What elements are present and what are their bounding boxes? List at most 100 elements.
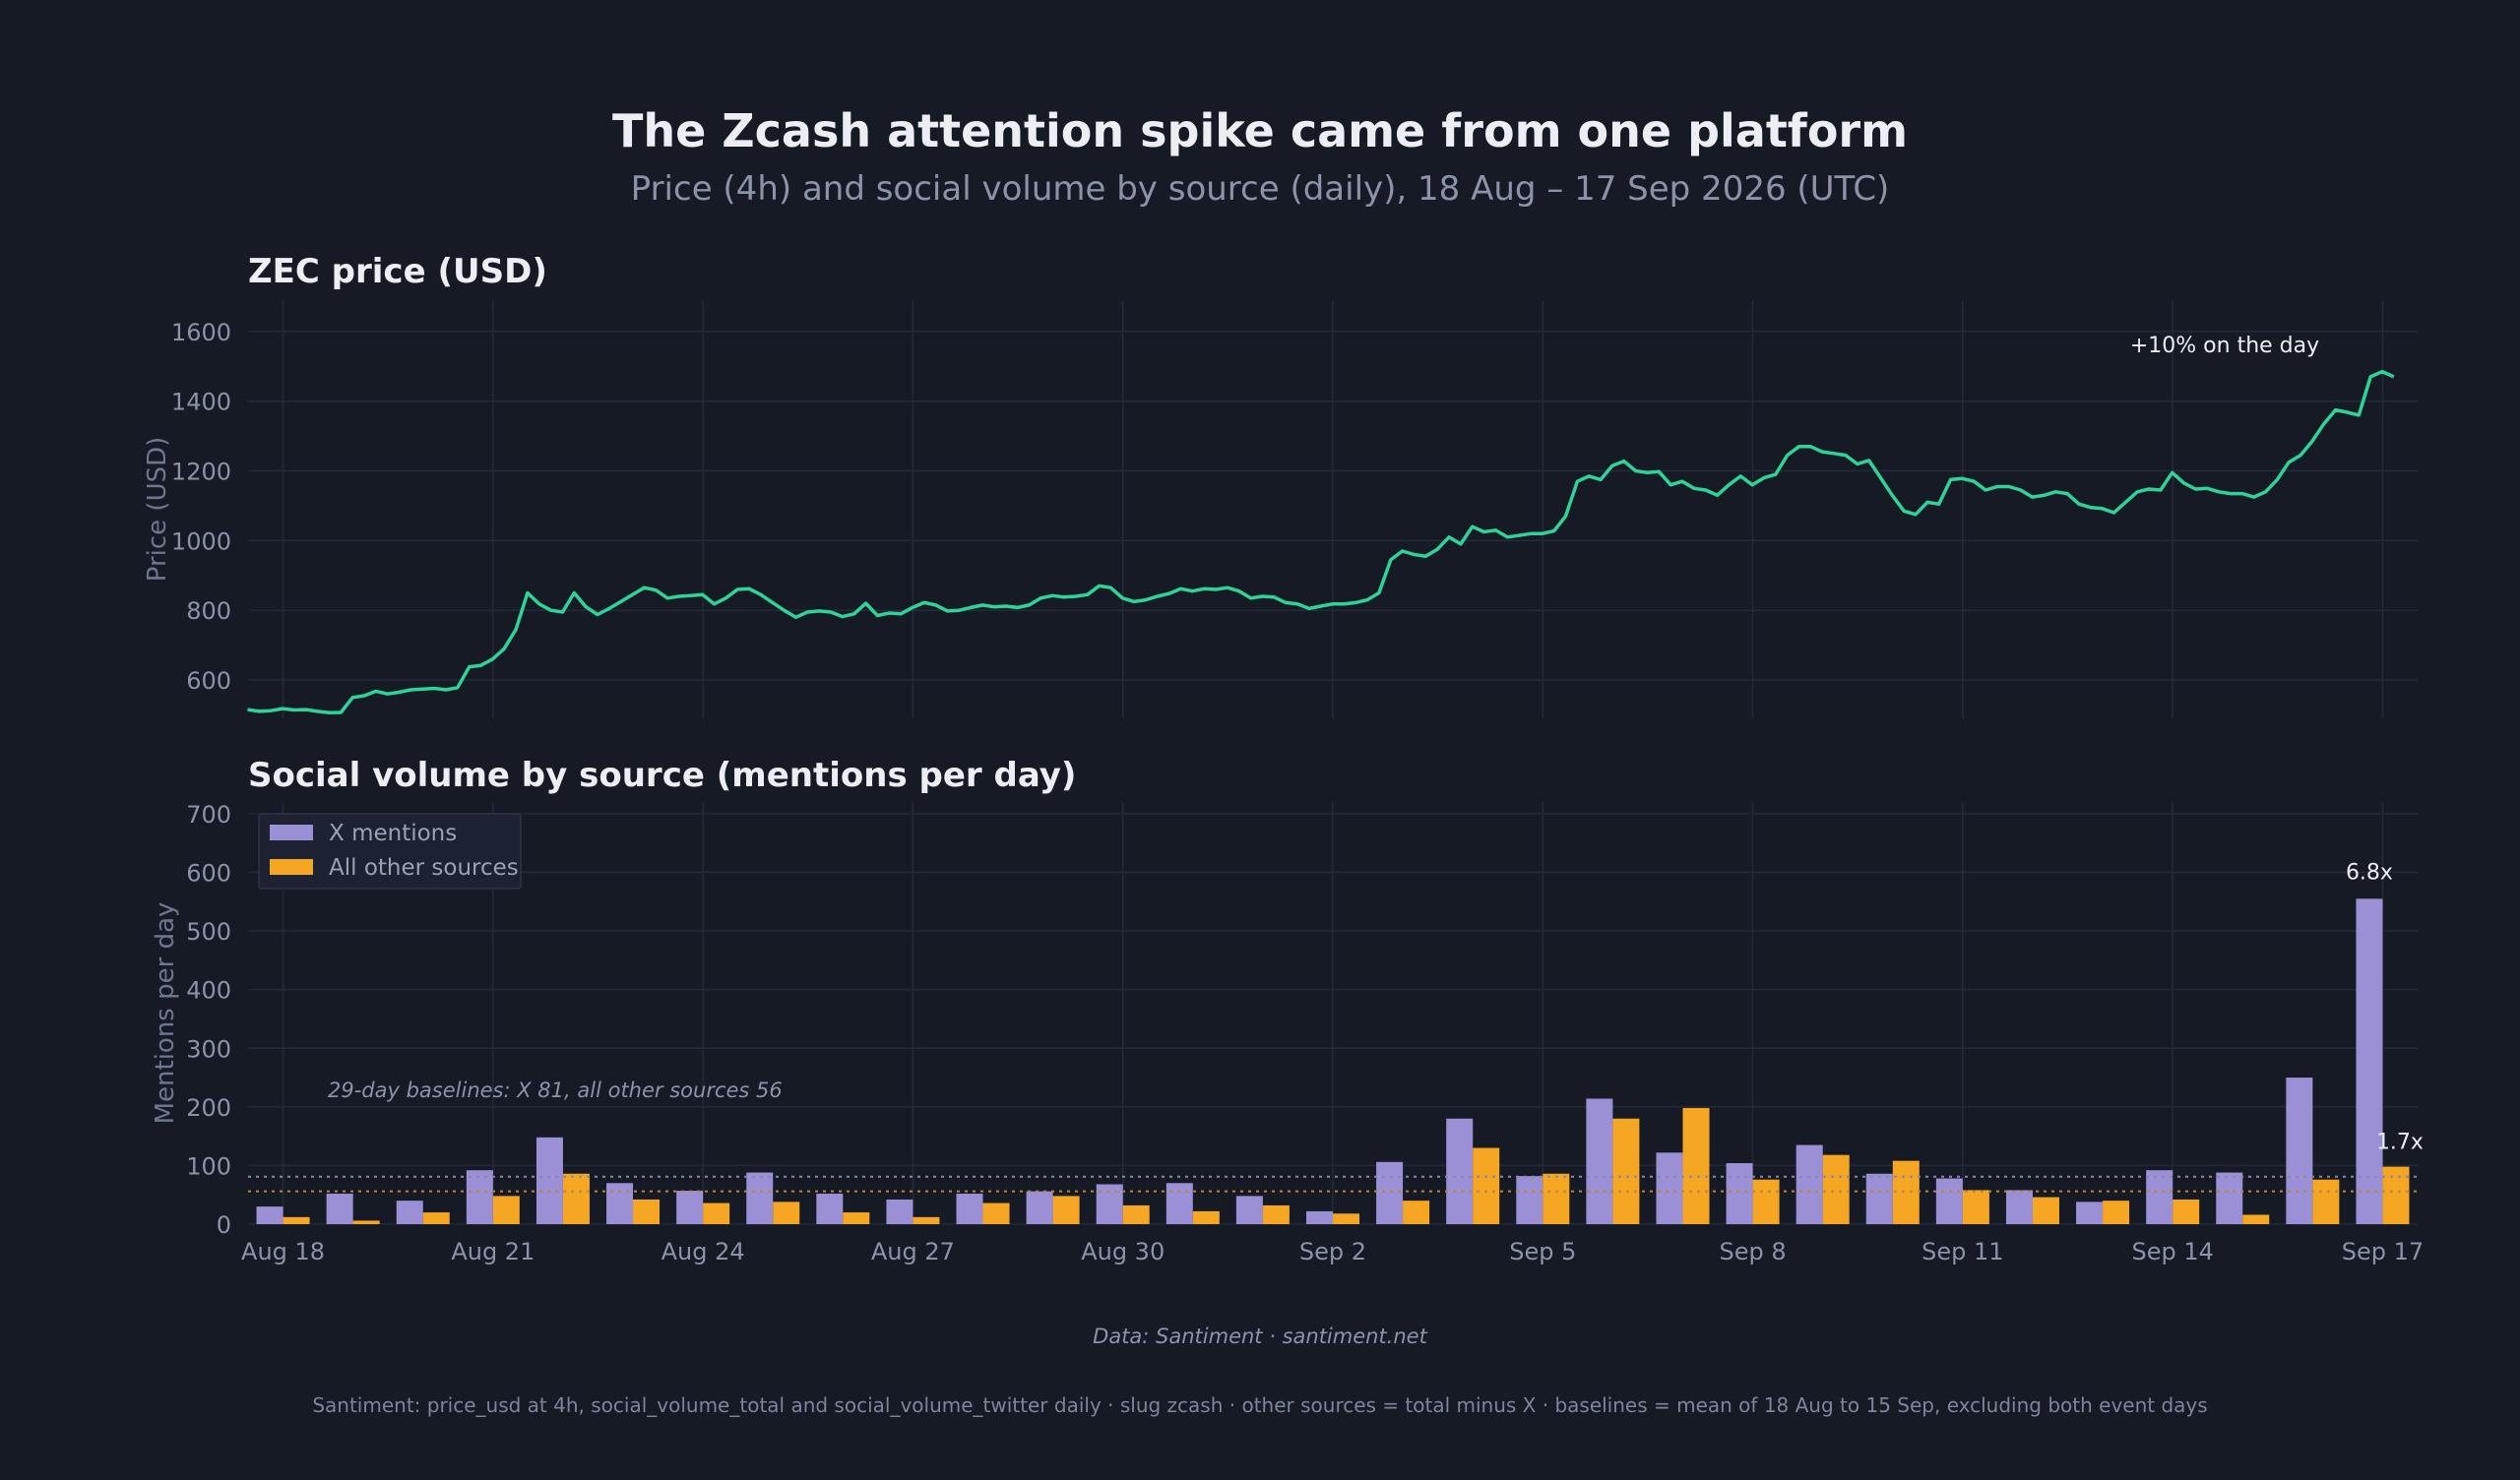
x-tick-label: Sep 11 (1922, 1238, 2003, 1265)
social-y-tick-label: 0 (217, 1211, 231, 1239)
methodology-footnote: Santiment: price_usd at 4h, social_volum… (312, 1393, 2208, 1417)
bar-x-mentions (1656, 1152, 1683, 1224)
bar-other-sources (1403, 1201, 1430, 1224)
x-spike-annotation: 6.8x (2346, 860, 2393, 885)
legend-label-x: X mentions (329, 821, 457, 846)
bar-x-mentions (1096, 1184, 1123, 1224)
bar-x-mentions (1235, 1196, 1263, 1224)
x-tick-label: Aug 27 (871, 1238, 955, 1265)
bar-other-sources (1543, 1173, 1570, 1224)
x-tick-label: Aug 18 (241, 1238, 325, 1265)
bar-other-sources (492, 1196, 520, 1224)
bar-other-sources (2173, 1199, 2200, 1224)
bar-other-sources (1052, 1196, 1080, 1224)
bar-x-mentions (1865, 1173, 1893, 1224)
bar-x-mentions (256, 1206, 284, 1224)
x-tick-label: Sep 17 (2342, 1238, 2424, 1265)
x-tick-label: Sep 8 (1720, 1238, 1787, 1265)
bar-other-sources (982, 1202, 1010, 1224)
x-tick-label: Aug 30 (1081, 1238, 1165, 1265)
bar-x-mentions (396, 1201, 423, 1224)
bar-x-mentions (1376, 1161, 1404, 1224)
legend: X mentions All other sources (258, 813, 522, 890)
social-y-tick-label: 200 (186, 1094, 231, 1122)
bar-x-mentions (536, 1137, 563, 1224)
bar-other-sources (352, 1220, 380, 1224)
social-y-tick-label: 500 (186, 918, 231, 946)
bar-other-sources (1892, 1160, 1920, 1224)
social-y-tick-label: 700 (186, 801, 231, 829)
price-y-tick-label: 800 (186, 597, 231, 625)
price-y-tick-label: 600 (186, 667, 231, 695)
price-chart: 600 800 1000 1200 1400 1600 Price (USD) +10% on… (143, 300, 2418, 718)
bar-other-sources (1192, 1210, 1220, 1224)
bar-x-mentions (1166, 1183, 1193, 1224)
price-y-tick-label: 1000 (171, 527, 231, 555)
x-tick-label: Aug 21 (451, 1238, 535, 1265)
social-y-tick-label: 400 (186, 977, 231, 1005)
bar-x-mentions (326, 1194, 353, 1224)
other-spike-annotation: 1.7x (2376, 1131, 2424, 1155)
bar-x-mentions (1306, 1210, 1333, 1224)
page-title: The Zcash attention spike came from one … (611, 104, 1909, 157)
bar-x-mentions (2216, 1172, 2243, 1224)
social-y-axis-label: Mentions per day (151, 902, 180, 1125)
bar-x-mentions (676, 1191, 704, 1224)
bar-other-sources (1682, 1108, 1710, 1224)
bar-x-mentions (816, 1194, 844, 1224)
bar-other-sources (1612, 1118, 1640, 1224)
bar-x-mentions (2005, 1190, 2033, 1224)
price-y-tick-label: 1200 (171, 459, 231, 486)
bar-x-mentions (606, 1183, 634, 1224)
x-tick-label: Aug 24 (662, 1238, 745, 1265)
bar-x-mentions (1446, 1118, 1474, 1224)
social-y-tick-label: 300 (186, 1035, 231, 1063)
bar-other-sources (1262, 1204, 1290, 1224)
social-y-tick-label: 100 (186, 1152, 231, 1180)
bar-x-mentions (1026, 1191, 1053, 1224)
bar-x-mentions (886, 1199, 914, 1224)
price-y-tick-label: 1400 (171, 389, 231, 416)
bar-other-sources (283, 1216, 310, 1224)
price-y-axis-label: Price (USD) (143, 437, 172, 583)
price-y-tick-label: 1600 (171, 319, 231, 346)
legend-swatch-other (270, 859, 313, 875)
x-tick-label: Sep 5 (1509, 1238, 1576, 1265)
bar-other-sources (2032, 1197, 2059, 1224)
x-tick-label: Sep 2 (1299, 1238, 1366, 1265)
bar-other-sources (422, 1212, 450, 1224)
bar-x-mentions (1726, 1163, 1753, 1224)
x-tick-label: Sep 14 (2131, 1238, 2213, 1265)
bar-x-mentions (2076, 1202, 2104, 1224)
bar-other-sources (2242, 1214, 2270, 1224)
data-source-note: Data: Santiment · santiment.net (1093, 1325, 1427, 1348)
legend-box (258, 813, 522, 890)
price-line (247, 369, 2395, 715)
bar-x-mentions (746, 1172, 774, 1224)
bar-x-mentions (2286, 1078, 2313, 1224)
bar-other-sources (1822, 1154, 1850, 1224)
bar-x-mentions (1516, 1176, 1544, 1224)
bar-other-sources (1962, 1190, 1989, 1224)
legend-label-other: All other sources (329, 855, 519, 881)
page-subtitle: Price (4h) and social volume by source (… (630, 169, 1890, 209)
bar-other-sources (703, 1202, 730, 1224)
bar-x-mentions (1586, 1098, 1613, 1224)
social-panel-title: Social volume by source (mentions per da… (248, 756, 1077, 795)
bar-other-sources (562, 1173, 590, 1224)
bar-other-sources (633, 1199, 661, 1224)
bar-x-mentions (2356, 898, 2383, 1224)
social-y-tick-label: 600 (186, 860, 231, 888)
price-panel-title: ZEC price (USD) (248, 252, 547, 291)
bar-other-sources (773, 1202, 800, 1224)
bar-x-mentions (1935, 1178, 1963, 1224)
price-annotation: +10% on the day (2130, 334, 2319, 358)
bar-other-sources (2103, 1201, 2130, 1224)
bar-x-mentions (1796, 1144, 1823, 1224)
bar-other-sources (2312, 1179, 2340, 1224)
bar-other-sources (843, 1212, 870, 1224)
bar-x-mentions (956, 1194, 983, 1224)
bar-other-sources (1752, 1179, 1780, 1224)
bar-x-mentions (2146, 1170, 2174, 1224)
